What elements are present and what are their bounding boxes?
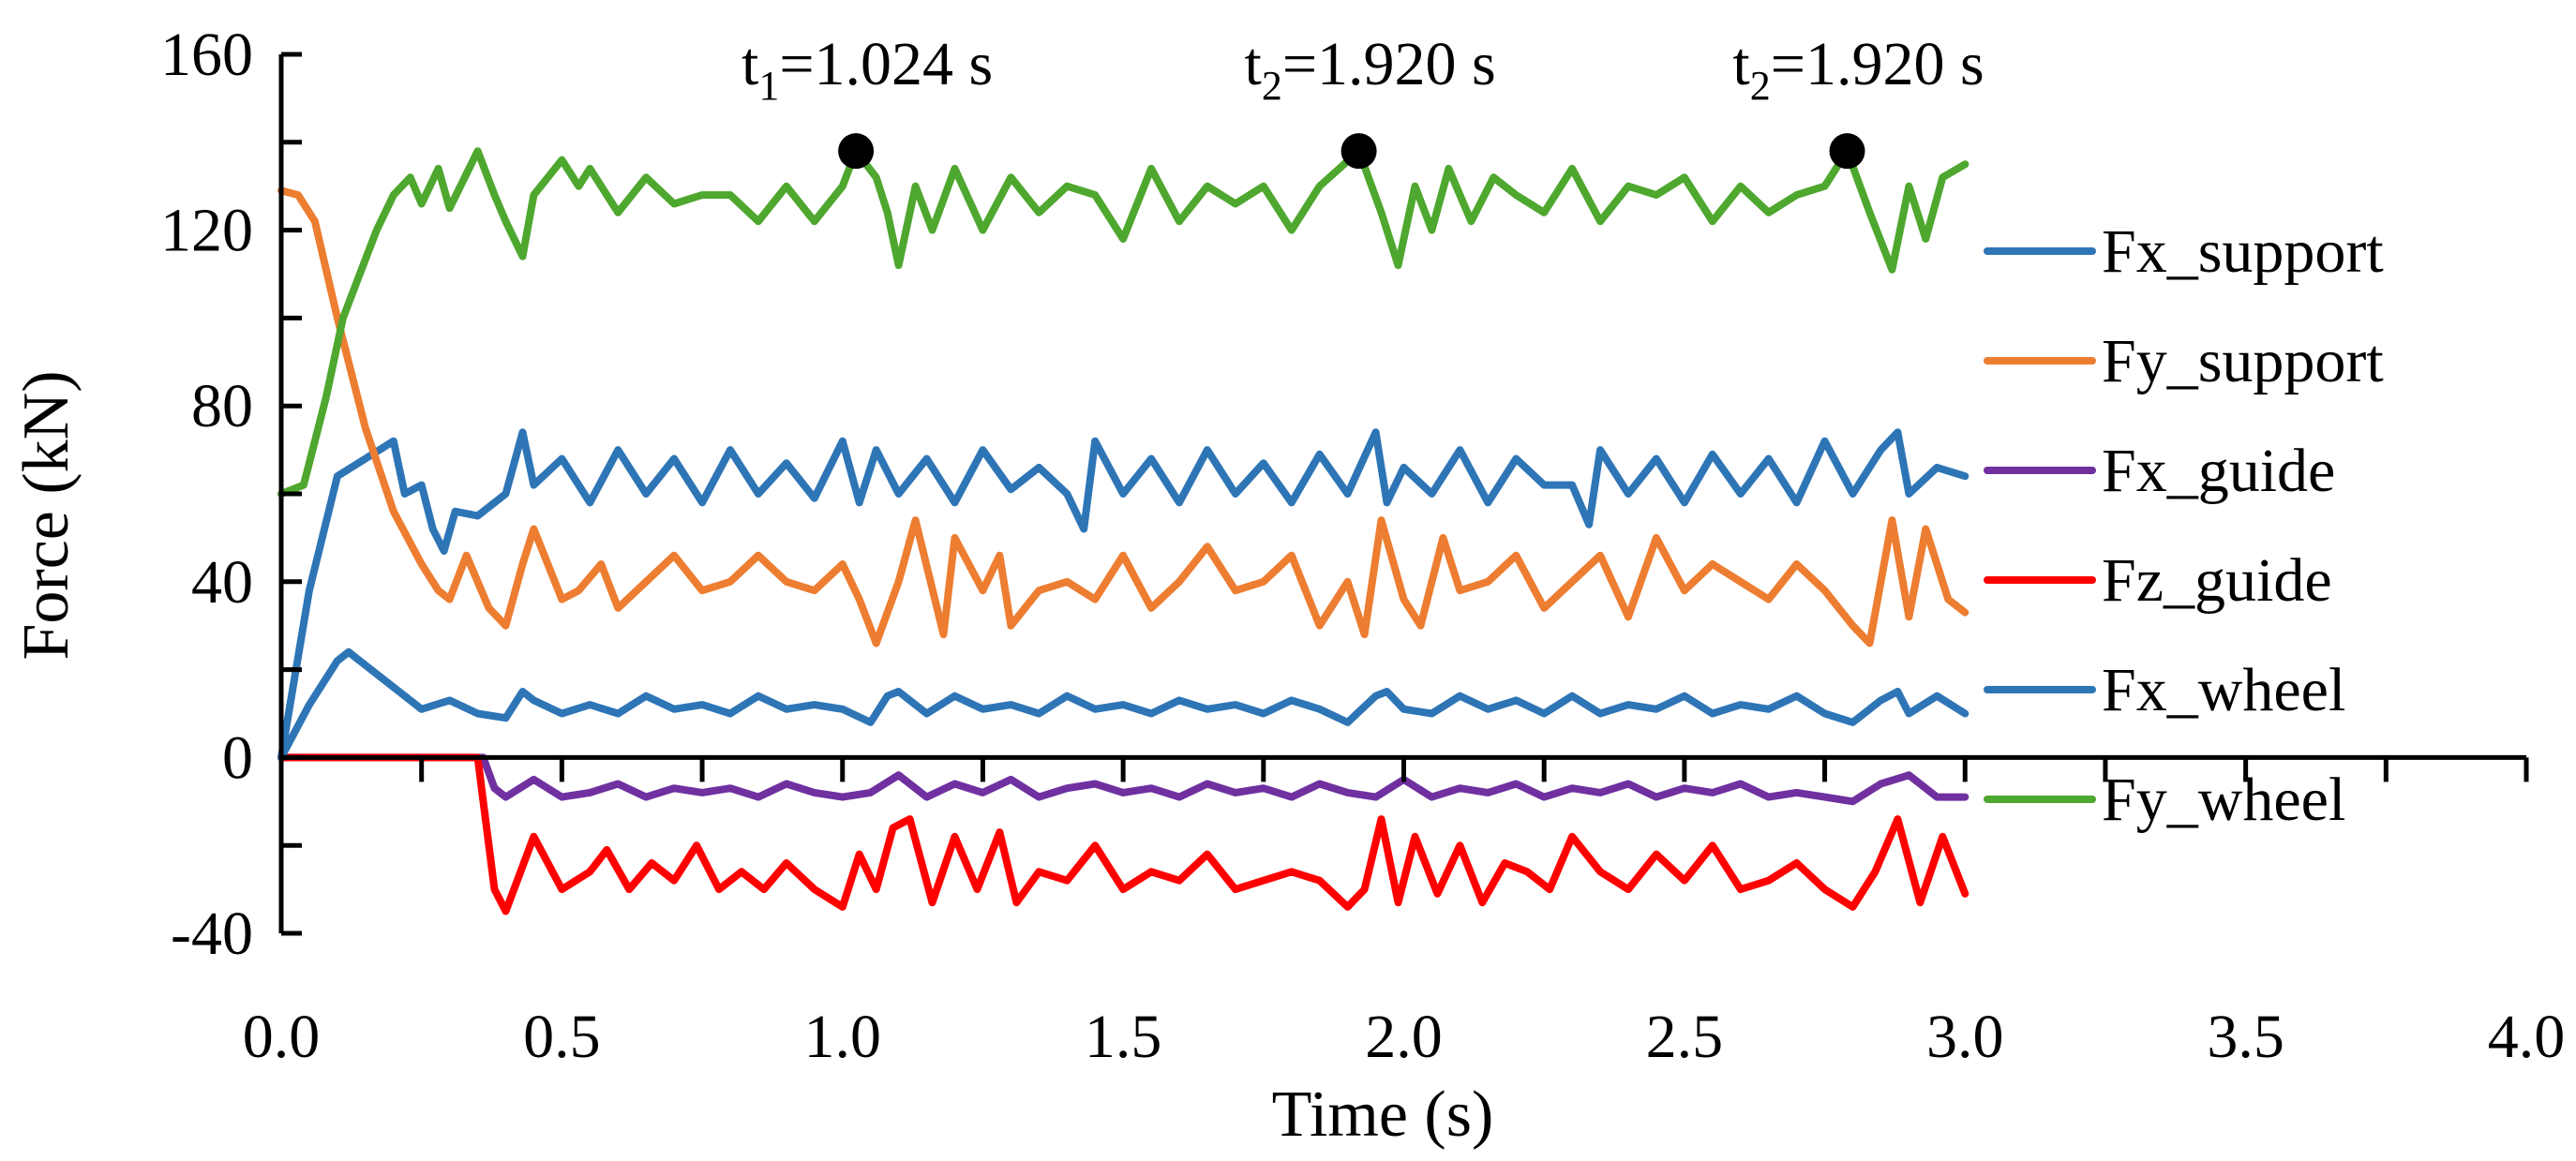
series-line-fy-support	[277, 186, 1969, 647]
annotation-marker	[1340, 133, 1377, 170]
x-tick-label: 2.0	[1365, 1003, 1443, 1071]
y-ticks: -40 0 40 80 120 160	[160, 21, 302, 968]
legend-label-fx-wheel: Fx_wheel	[2102, 656, 2345, 724]
x-tick-label: 0.5	[523, 1003, 601, 1071]
y-axis-title: Force (kN)	[10, 370, 82, 660]
x-tick-label: 1.5	[1085, 1003, 1162, 1071]
x-tick-label: 2.5	[1646, 1003, 1724, 1071]
series-line-fx-support	[277, 428, 1969, 762]
series-line-fy-wheel	[277, 147, 1969, 498]
y-tick-label: 40	[191, 548, 253, 617]
annotation-marker	[1829, 133, 1865, 170]
x-tick-label: 0.0	[243, 1003, 321, 1071]
x-ticks: 0.0 0.5 1.0 1.5 2.0 2.5 3.0 3.5 4.0	[243, 757, 2566, 1071]
annotation-label: t2=1.920 s	[1244, 30, 1495, 109]
y-tick-label: 0	[222, 723, 253, 792]
annotation-marker	[838, 133, 875, 170]
legend: Fx_support Fy_support Fx_guide Fz_guide Fx_w…	[1984, 217, 2384, 834]
annotation-label: t1=1.024 s	[741, 30, 993, 109]
annotations: t1=1.024 s t2=1.920 s t2=1.920 s	[741, 30, 1984, 170]
x-tick-label: 3.5	[2207, 1003, 2284, 1071]
legend-label-fx-support: Fx_support	[2102, 217, 2384, 286]
legend-label-fy-support: Fy_support	[2102, 327, 2384, 395]
y-tick-label: 160	[160, 21, 253, 89]
axes: -40 0 40 80 120 160 0.0 0.5 1.0 1.5 2.0 2.5 3.0 3.5 4…	[160, 21, 2565, 1071]
legend-label-fy-wheel: Fy_wheel	[2102, 766, 2345, 834]
annotation-label: t2=1.920 s	[1732, 30, 1984, 109]
y-tick-label: -40	[171, 900, 253, 968]
legend-label-fz-guide: Fz_guide	[2102, 546, 2332, 615]
series-line-fx-wheel	[277, 647, 1969, 762]
series-line-fz-guide	[277, 753, 1969, 915]
series-line-fx-guide	[277, 753, 1969, 806]
x-tick-label: 4.0	[2488, 1003, 2566, 1071]
plot-series	[277, 147, 1969, 915]
legend-label-fx-guide: Fx_guide	[2102, 437, 2335, 505]
x-axis-title: Time (s)	[1272, 1079, 1494, 1151]
x-tick-label: 1.0	[804, 1003, 882, 1071]
y-tick-label: 120	[160, 197, 253, 265]
y-tick-label: 80	[191, 372, 253, 440]
x-tick-label: 3.0	[1926, 1003, 2004, 1071]
